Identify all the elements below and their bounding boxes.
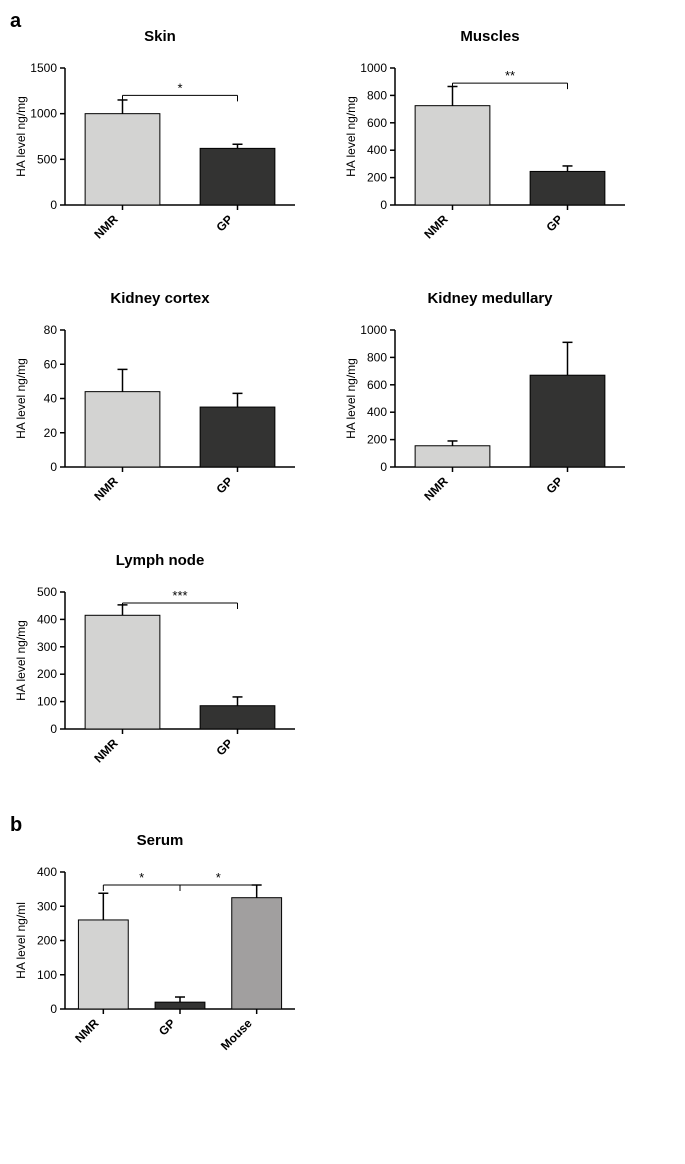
svg-text:1000: 1000 [360,61,387,75]
row-3: Lymph node 0 100 200 300 400 500 HA level ng/m… [10,552,675,784]
svg-text:0: 0 [50,1002,57,1016]
svg-text:200: 200 [367,171,387,185]
svg-text:500: 500 [37,152,57,166]
chart-muscles: Muscles 0 200 400 600 800 1000 HA level ng/mg N… [340,28,640,260]
chart-lymph-node: Lymph node 0 100 200 300 400 500 HA level ng/m… [10,552,310,784]
svg-text:1000: 1000 [30,107,57,121]
svg-text:20: 20 [44,426,58,440]
svg-text:400: 400 [37,612,57,626]
svg-text:HA level ng/mg: HA level ng/mg [14,96,28,177]
svg-text:HA level ng/ml: HA level ng/ml [14,902,28,979]
svg-text:1000: 1000 [360,323,387,337]
svg-text:200: 200 [37,667,57,681]
svg-text:*: * [177,80,182,95]
svg-text:**: ** [505,68,515,83]
row-2: Kidney cortex 0 20 40 60 80 HA level ng/mg NMR… [10,290,675,522]
svg-text:GP: GP [543,212,565,234]
svg-text:GP: GP [213,474,235,496]
svg-text:800: 800 [367,88,387,102]
svg-text:0: 0 [380,198,387,212]
figure: a Skin 050010001500HA level ng/mgNMRGP* … [10,10,675,1064]
svg-text:100: 100 [37,695,57,709]
chart-title-skin: Skin [10,28,310,45]
svg-text:400: 400 [37,865,57,879]
svg-text:0: 0 [50,198,57,212]
svg-text:HA level ng/mg: HA level ng/mg [14,620,28,701]
svg-text:NMR: NMR [91,736,120,765]
svg-text:800: 800 [367,350,387,364]
svg-text:NMR: NMR [421,212,450,241]
svg-text:40: 40 [44,392,58,406]
svg-text:80: 80 [44,323,58,337]
svg-kidney-cortex: 0 20 40 60 80 HA level ng/mg NMR GP [10,312,310,522]
svg-text:NMR: NMR [421,474,450,503]
svg-text:100: 100 [37,968,57,982]
chart-kidney-medullary: Kidney medullary 0 200 400 600 800 1000 HA lev… [340,290,640,522]
svg-text:300: 300 [37,899,57,913]
svg-text:GP: GP [156,1016,178,1038]
chart-skin: Skin 0 500 1000 1500 HA level ng/mg NMR GP * [10,28,310,260]
svg-lymph-node: 0 100 200 300 400 500 HA level ng/mg NMR GP *** [10,574,310,784]
svg-text:400: 400 [367,405,387,419]
row-1: Skin 0 500 1000 1500 HA level ng/mg NMR GP * Mu… [10,28,675,260]
svg-text:HA level ng/mg: HA level ng/mg [344,358,358,439]
svg-text:Mouse: Mouse [218,1016,255,1053]
svg-skin: 0 500 1000 1500 HA level ng/mg NMR GP * [10,50,310,260]
row-4: Serum 0 100 200 300 400 HA level ng/ml NMR GP Mo… [10,832,675,1064]
svg-text:GP: GP [213,736,235,758]
svg-text:300: 300 [37,640,57,654]
svg-text:600: 600 [367,378,387,392]
svg-text:60: 60 [44,357,58,371]
svg-text:NMR: NMR [91,474,120,503]
chart-serum: Serum 0 100 200 300 400 HA level ng/ml NMR GP Mo… [10,832,310,1064]
svg-text:200: 200 [367,433,387,447]
svg-serum: 0 100 200 300 400 HA level ng/ml NMR GP Mouse * * [10,854,310,1064]
svg-text:GP: GP [543,474,565,496]
svg-text:***: *** [172,588,187,603]
svg-text:0: 0 [50,722,57,736]
chart-title-muscles: Muscles [340,28,640,45]
svg-text:400: 400 [367,143,387,157]
svg-text:HA level ng/mg: HA level ng/mg [14,358,28,439]
svg-muscles: 0 200 400 600 800 1000 HA level ng/mg NMR GP ** [340,50,640,260]
svg-text:200: 200 [37,934,57,948]
svg-text:0: 0 [380,460,387,474]
svg-text:500: 500 [37,585,57,599]
svg-text:NMR: NMR [91,212,120,241]
svg-text:NMR: NMR [72,1016,101,1045]
svg-kidney-medullary: 0 200 400 600 800 1000 HA level ng/mg NMR GP [340,312,640,522]
svg-text:HA level ng/mg: HA level ng/mg [344,96,358,177]
svg-text:GP: GP [213,212,235,234]
chart-title-lymph-node: Lymph node [10,552,310,569]
svg-text:600: 600 [367,116,387,130]
chart-title-kidney-cortex: Kidney cortex [10,290,310,307]
chart-title-kidney-medullary: Kidney medullary [340,290,640,307]
svg-text:*: * [139,870,144,885]
chart-title-serum: Serum [10,832,310,849]
svg-text:1500: 1500 [30,61,57,75]
svg-text:0: 0 [50,460,57,474]
chart-kidney-cortex: Kidney cortex 0 20 40 60 80 HA level ng/mg NMR… [10,290,310,522]
svg-text:*: * [216,870,221,885]
